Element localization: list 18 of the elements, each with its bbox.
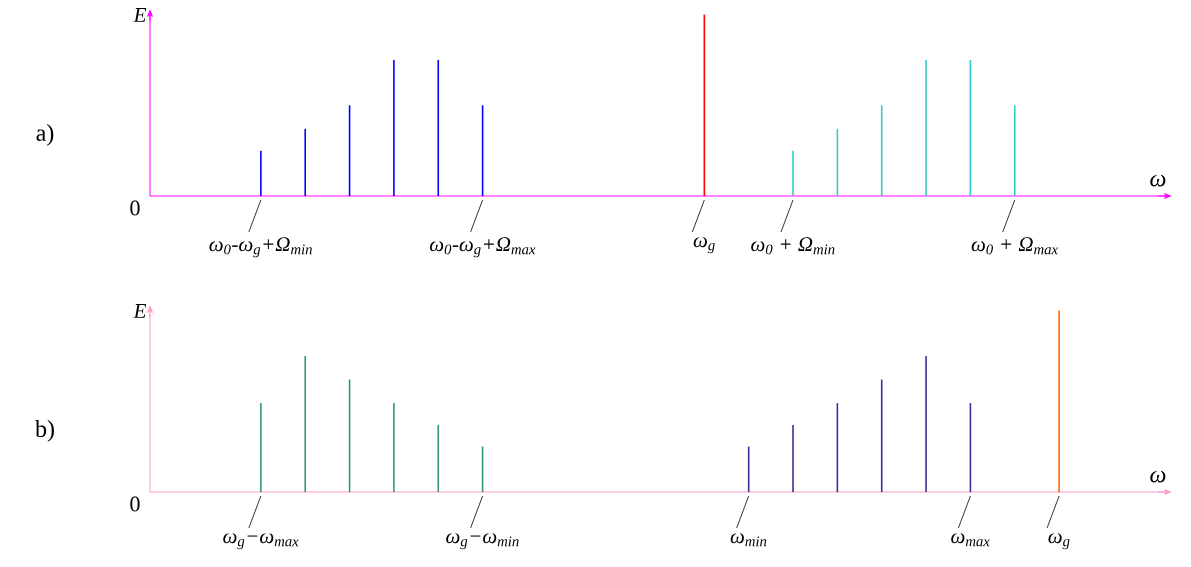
- x-tick-label: ω$_{0}$-ω$_{g}$+Ω$_{min}$: [209, 237, 312, 258]
- x-tick-label: ω$_{0}$ + Ω$_{min}$: [751, 237, 835, 255]
- x-tick-label: ω$_{g}$: [693, 237, 715, 254]
- x-tick-label: ω$_{min}$: [730, 533, 767, 547]
- x-tick-label: ω$_{0}$-ω$_{g}$+Ω$_{max}$: [429, 237, 536, 258]
- x-tick-label: ω$_{g}$−ω$_{max}$: [223, 533, 299, 550]
- y-axis-title: E: [133, 8, 147, 22]
- text: 0: [130, 200, 140, 216]
- x-tick-label: ω$_{g}$: [1048, 533, 1070, 550]
- x-tick-label: ω$_{g}$−ω$_{min}$: [446, 533, 519, 550]
- text: b): [35, 420, 54, 442]
- x-tick-label: ω$_{0}$ + Ω$_{max}$: [971, 237, 1058, 255]
- x-axis-title: ω: [1150, 174, 1166, 187]
- x-axis-title: ω: [1150, 470, 1166, 483]
- text: a): [36, 124, 54, 146]
- y-axis-title: E: [133, 304, 147, 318]
- x-tick-label: ω$_{max}$: [951, 533, 990, 547]
- text: 0: [130, 496, 140, 512]
